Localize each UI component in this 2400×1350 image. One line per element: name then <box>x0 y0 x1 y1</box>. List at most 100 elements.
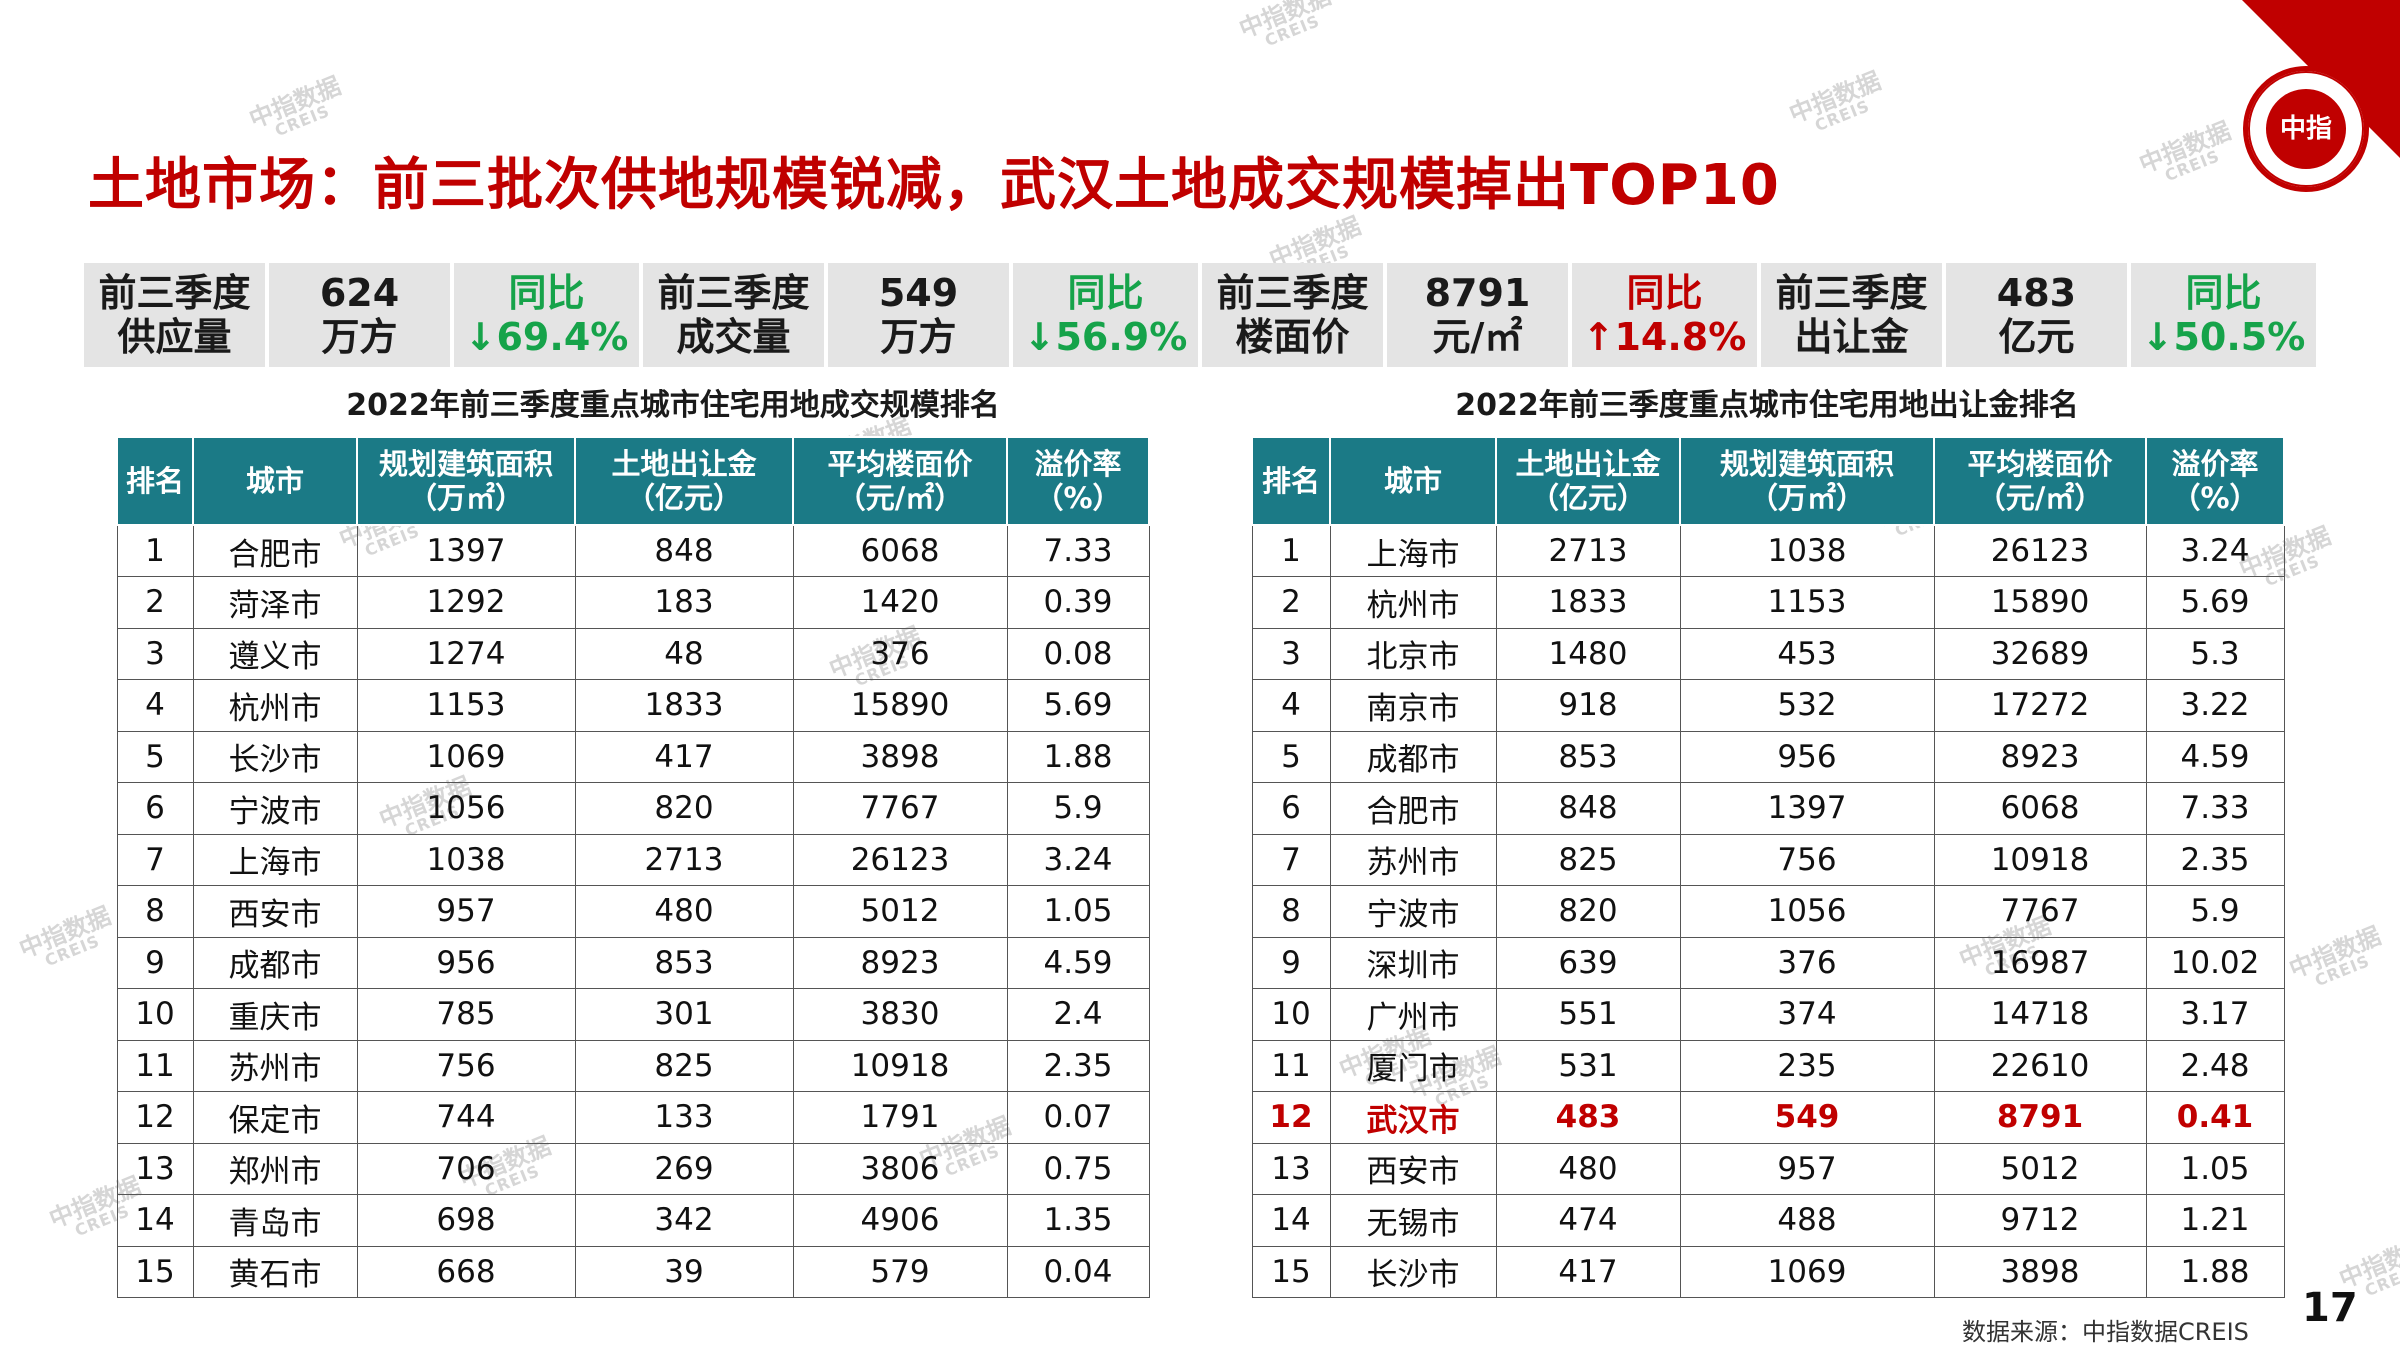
table-cell: 10918 <box>1933 833 2147 886</box>
table-cell: 698 <box>356 1194 576 1247</box>
table-cell: 32689 <box>1933 627 2147 680</box>
table-row: 3 北京市 1480 453 32689 5.3 <box>1251 627 2285 680</box>
table-cell: 1069 <box>1679 1245 1935 1298</box>
table-cell: 15 <box>116 1245 194 1298</box>
table-cell: 15 <box>1251 1245 1331 1298</box>
table-cell: 22610 <box>1933 1039 2147 1092</box>
volume-ranking-table: 排名 城市 规划建筑面积 （万㎡） 土地出让金 （亿元） 平均楼面价 （元/㎡） 溢价率 （%） … <box>116 436 1150 1298</box>
table-cell: 957 <box>1679 1142 1935 1195</box>
table-cell: 深圳市 <box>1329 936 1497 989</box>
table-cell: 9 <box>1251 936 1331 989</box>
table-cell: 9712 <box>1933 1194 2147 1247</box>
summary-value-line: 483 <box>1996 271 2077 315</box>
table-cell: 4.59 <box>1006 936 1150 989</box>
table-cell: 保定市 <box>192 1091 358 1144</box>
table-cell: 756 <box>1679 833 1935 886</box>
table-cell: 上海市 <box>1329 524 1497 577</box>
table-cell: 1397 <box>356 524 576 577</box>
table-row: 9 深圳市 639 376 16987 10.02 <box>1251 936 2285 989</box>
table-cell: 宁波市 <box>192 782 358 835</box>
table-row: 3 遵义市 1274 48 376 0.08 <box>116 627 1150 680</box>
table-cell: 183 <box>574 576 794 629</box>
table-cell: 1480 <box>1495 627 1681 680</box>
column-header-text: 平均楼面价 <box>1967 447 2113 481</box>
table-cell: 1420 <box>792 576 1008 629</box>
column-header: 平均楼面价 （元/㎡） <box>1933 436 2147 526</box>
table-cell: 2 <box>116 576 194 629</box>
column-header-text: 排名 <box>1261 464 1320 498</box>
table-cell: 7767 <box>792 782 1008 835</box>
watermark-text: 中指数据 <box>15 901 115 964</box>
table-cell: 26123 <box>792 833 1008 886</box>
table-row: 4 南京市 918 532 17272 3.22 <box>1251 679 2285 732</box>
table-cell: 1153 <box>1679 576 1935 629</box>
table-cell: 3.24 <box>1006 833 1150 886</box>
table-cell: 825 <box>1495 833 1681 886</box>
table-row: 15 长沙市 417 1069 3898 1.88 <box>1251 1245 2285 1298</box>
table-cell: 8 <box>116 885 194 938</box>
table-cell: 301 <box>574 988 794 1041</box>
summary-label-line: 成交量 <box>676 315 791 359</box>
table-cell: 0.75 <box>1006 1142 1150 1195</box>
watermark-subtext: CREIS <box>42 931 103 971</box>
table-cell: 6068 <box>792 524 1008 577</box>
table-cell: 0.07 <box>1006 1091 1150 1144</box>
table-header-row: 排名 城市 土地出让金 （亿元） 规划建筑面积 （万㎡） 平均楼面价 （元/㎡） 溢价率 （%） <box>1251 436 2285 526</box>
table-row: 5 成都市 853 956 8923 4.59 <box>1251 730 2285 783</box>
table-cell: 14718 <box>1933 988 2147 1041</box>
table-row: 11 厦门市 531 235 22610 2.48 <box>1251 1039 2285 1092</box>
watermark-text: 中指数据 <box>2285 921 2385 984</box>
table-cell: 6 <box>1251 782 1331 835</box>
table-cell: 820 <box>1495 885 1681 938</box>
table-cell: 0.08 <box>1006 627 1150 680</box>
table-cell: 1038 <box>356 833 576 886</box>
table-cell: 3.22 <box>2145 679 2285 732</box>
table-cell: 13 <box>1251 1142 1331 1195</box>
watermark-text: 中指数据 <box>1785 66 1885 129</box>
watermark-subtext: CREIS <box>1262 11 1323 51</box>
table-cell: 5 <box>1251 730 1331 783</box>
table-cell: 重庆市 <box>192 988 358 1041</box>
table-cell: 菏泽市 <box>192 576 358 629</box>
column-header: 土地出让金 （亿元） <box>574 436 794 526</box>
summary-value: 483 亿元 <box>1945 263 2127 367</box>
summary-label: 前三季度 出让金 <box>1760 263 1942 367</box>
summary-label-line: 前三季度 <box>98 271 251 315</box>
table-cell: 无锡市 <box>1329 1194 1497 1247</box>
table-row: 12 保定市 744 133 1791 0.07 <box>116 1091 1150 1144</box>
table-cell: 长沙市 <box>1329 1245 1497 1298</box>
table-cell: 14 <box>116 1194 194 1247</box>
column-header-text: 城市 <box>1383 464 1442 498</box>
table-cell: 1.21 <box>2145 1194 2285 1247</box>
table-cell: 0.41 <box>2145 1091 2285 1144</box>
table-row: 11 苏州市 756 825 10918 2.35 <box>116 1039 1150 1092</box>
table-row: 2 菏泽市 1292 183 1420 0.39 <box>116 576 1150 629</box>
table-cell: 2.48 <box>2145 1039 2285 1092</box>
table-cell: 长沙市 <box>192 730 358 783</box>
summary-value-line: 万方 <box>321 315 398 359</box>
table-cell: 1.05 <box>2145 1142 2285 1195</box>
table-cell: 374 <box>1679 988 1935 1041</box>
summary-label-line: 前三季度 <box>1216 271 1369 315</box>
table-cell: 269 <box>574 1142 794 1195</box>
summary-value-line: 亿元 <box>1998 315 2075 359</box>
table-cell: 956 <box>356 936 576 989</box>
table-header-row: 排名 城市 规划建筑面积 （万㎡） 土地出让金 （亿元） 平均楼面价 （元/㎡） 溢价率 （%） <box>116 436 1150 526</box>
table-row: 14 青岛市 698 342 4906 1.35 <box>116 1194 1150 1247</box>
table-cell: 西安市 <box>1329 1142 1497 1195</box>
watermark-subtext: CREIS <box>2162 146 2223 186</box>
table-row: 1 上海市 2713 1038 26123 3.24 <box>1251 524 2285 577</box>
column-header-text: 规划建筑面积 <box>1719 447 1894 481</box>
table-cell: 785 <box>356 988 576 1041</box>
column-header: 城市 <box>192 436 358 526</box>
column-header: 城市 <box>1329 436 1497 526</box>
table-cell: 4906 <box>792 1194 1008 1247</box>
table-cell: 杭州市 <box>1329 576 1497 629</box>
summary-label: 前三季度 楼面价 <box>1201 263 1383 367</box>
column-header: 规划建筑面积 （万㎡） <box>1679 436 1935 526</box>
table-cell: 1 <box>116 524 194 577</box>
column-header-text: （亿元） <box>1529 481 1646 515</box>
table-cell: 825 <box>574 1039 794 1092</box>
table-cell: 广州市 <box>1329 988 1497 1041</box>
table-cell: 1833 <box>1495 576 1681 629</box>
